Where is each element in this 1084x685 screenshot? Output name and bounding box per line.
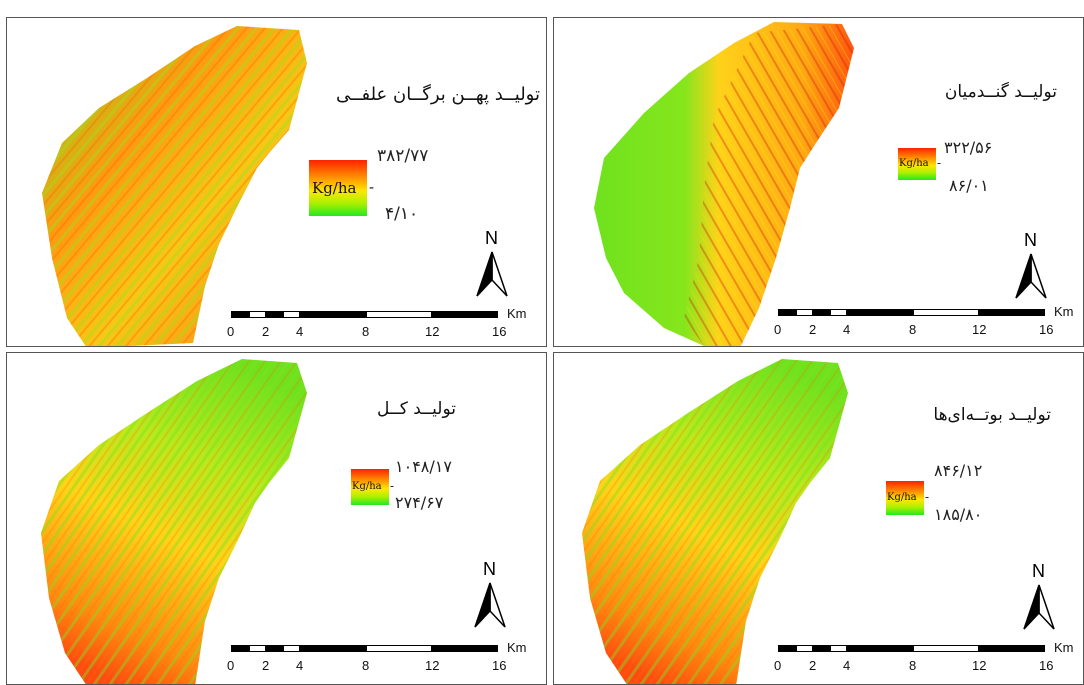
- north-arrow: N: [473, 559, 507, 628]
- legend-color-ramp: [351, 469, 389, 505]
- north-label: N: [1032, 561, 1045, 581]
- north-label: N: [1024, 230, 1037, 250]
- map-title: تولیــد پهــن برگــان علفــی: [335, 84, 540, 105]
- scale-bar: Km 0 2 4 8 12 16: [774, 304, 1074, 337]
- north-arrow-icon: [1015, 253, 1047, 299]
- scale-bar: Km 0 2 4 8 12 16: [227, 640, 527, 673]
- map-image: [42, 26, 307, 346]
- north-label: N: [485, 228, 498, 248]
- north-label: N: [483, 559, 496, 579]
- scale-unit: Km: [1054, 640, 1074, 655]
- map-panel-total: تولیــد کــل Kg/ha - ۱۰۴۸/۱۷ ۲۷۴/۶۷ N Km…: [6, 352, 547, 685]
- legend-unit: Kg/ha: [887, 492, 917, 503]
- north-arrow-icon: [474, 582, 506, 628]
- map-title: تولیــد کــل: [376, 399, 456, 419]
- legend-max-value: ۳۲۲/۵۶: [944, 138, 993, 157]
- north-arrow: N: [1014, 230, 1048, 299]
- map-image: [41, 359, 307, 684]
- map-image: [582, 359, 848, 684]
- legend-max-value: ۸۴۶/۱۲: [934, 461, 983, 480]
- scale-unit: Km: [1054, 304, 1074, 319]
- legend-color-ramp: [309, 160, 367, 216]
- legend-unit: Kg/ha: [899, 158, 929, 169]
- map-panel-forbs: تولیــد پهــن برگــان علفــی Kg/ha - ۳۸۲…: [6, 17, 547, 347]
- scale-unit: Km: [507, 640, 527, 655]
- map-panel-shrubs: تولیــد بوتــه‌ای‌ها Kg/ha - ۸۴۶/۱۲ ۱۸۵/…: [553, 352, 1084, 685]
- legend-max-value: ۱۰۴۸/۱۷: [395, 457, 452, 476]
- map-title: تولیــد بوتــه‌ای‌ها: [933, 405, 1051, 425]
- legend-min-value: ۸۶/۰۱: [949, 176, 989, 195]
- legend-unit: Kg/ha: [352, 481, 382, 492]
- legend-min-value: ۲۷۴/۶۷: [395, 493, 444, 512]
- north-arrow-icon: [1023, 584, 1055, 630]
- north-arrow: N: [475, 228, 509, 297]
- legend-unit: Kg/ha: [312, 179, 357, 197]
- north-arrow: N: [1022, 561, 1056, 630]
- legend-min-value: ۱۸۵/۸۰: [934, 505, 983, 524]
- map-panel-grasses: تولیــد گنــدمیان Kg/ha - ۳۲۲/۵۶ ۸۶/۰۱ N…: [553, 17, 1084, 347]
- map-image: [594, 22, 854, 346]
- legend-color-ramp: [886, 481, 924, 515]
- scale-bar: Km 0 2 4 8 12 16: [774, 640, 1074, 673]
- scale-bar: Km 0 2 4 8 12 16: [227, 306, 527, 339]
- north-arrow-icon: [476, 251, 508, 297]
- map-title: تولیــد گنــدمیان: [944, 82, 1057, 102]
- scale-unit: Km: [507, 306, 527, 321]
- legend-color-ramp: [898, 148, 936, 180]
- legend-min-value: ۴/۱۰: [385, 204, 419, 224]
- legend-max-value: ۳۸۲/۷۷: [377, 146, 429, 166]
